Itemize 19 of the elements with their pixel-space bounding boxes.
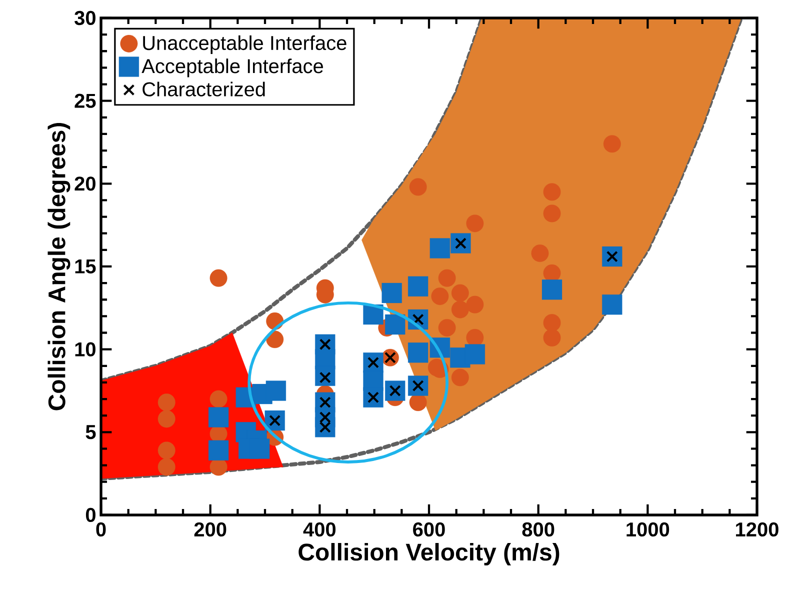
x-tick-label: 400	[303, 522, 336, 537]
y-tick-label: 30	[74, 10, 96, 26]
y-tick-label: 10	[75, 342, 96, 356]
legend-label: Characterized	[142, 82, 265, 96]
x-tick-label: 1200	[736, 522, 778, 537]
y-tick-label: 20	[74, 176, 96, 191]
x-tick-label: 200	[194, 522, 226, 537]
legend-label: Unacceptable Interface	[143, 35, 346, 54]
y-tick-label: 25	[74, 94, 96, 108]
y-axis-title: Collision Angle (degrees)	[48, 123, 70, 410]
x-tick-label: 800	[522, 522, 554, 537]
x-tick-label: 1000	[626, 522, 670, 537]
x-tick-label: 600	[413, 522, 445, 537]
x-tick-label: 0	[96, 522, 106, 537]
legend-label: Acceptable Interface	[142, 58, 323, 78]
y-tick-label: 5	[86, 425, 96, 440]
y-tick-label: 15	[75, 260, 96, 274]
y-tick-label: 0	[86, 508, 96, 522]
x-axis-title: Collision Velocity (m/s)	[298, 543, 560, 566]
